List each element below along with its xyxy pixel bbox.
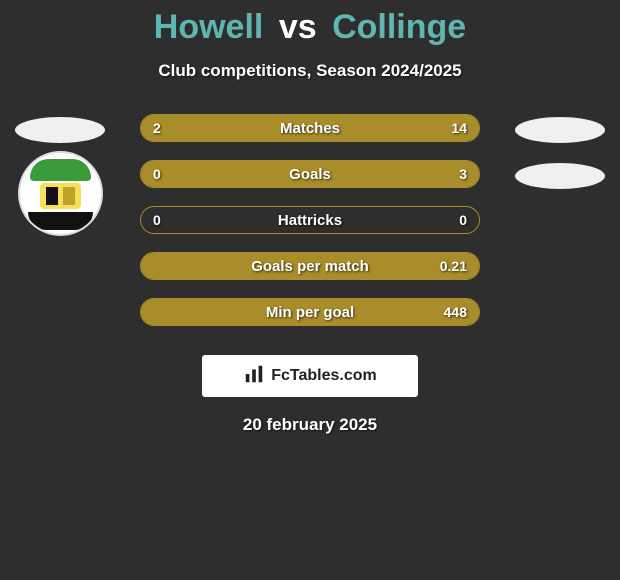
attribution-badge[interactable]: FcTables.com [202, 355, 418, 397]
left-badge-slot [10, 107, 110, 153]
right-badge-slot [510, 107, 610, 153]
vs-label: vs [279, 8, 317, 46]
stat-row: 214Matches [0, 107, 620, 153]
player1-name: Howell [154, 8, 264, 46]
stat-rows: 214Matches 03Goals 00Hattricks 0.21Goals pe… [0, 107, 620, 337]
stat-row: 448Min per goal [0, 291, 620, 337]
placeholder-badge-icon [15, 117, 105, 143]
bar-label: Matches [141, 115, 479, 141]
stat-row: 0.21Goals per match [0, 245, 620, 291]
player2-name: Collinge [332, 8, 466, 46]
placeholder-badge-icon [515, 163, 605, 189]
stat-bar: 448Min per goal [140, 298, 480, 326]
bar-label: Goals per match [141, 253, 479, 279]
comparison-widget: Howell vs Collinge Club competitions, Se… [0, 0, 620, 435]
bar-label: Min per goal [141, 299, 479, 325]
stat-bar: 03Goals [140, 160, 480, 188]
placeholder-badge-icon [515, 117, 605, 143]
attribution-text: FcTables.com [271, 367, 377, 385]
right-badge-slot [510, 153, 610, 199]
date-label: 20 february 2025 [0, 415, 620, 435]
stat-row: 03Goals [0, 153, 620, 199]
bar-label: Hattricks [141, 207, 479, 233]
stat-bar: 0.21Goals per match [140, 252, 480, 280]
bar-chart-icon [243, 363, 265, 390]
title: Howell vs Collinge [0, 8, 620, 47]
subtitle: Club competitions, Season 2024/2025 [0, 61, 620, 81]
bar-label: Goals [141, 161, 479, 187]
stat-row: 00Hattricks [0, 199, 620, 245]
stat-bar: 00Hattricks [140, 206, 480, 234]
stat-bar: 214Matches [140, 114, 480, 142]
